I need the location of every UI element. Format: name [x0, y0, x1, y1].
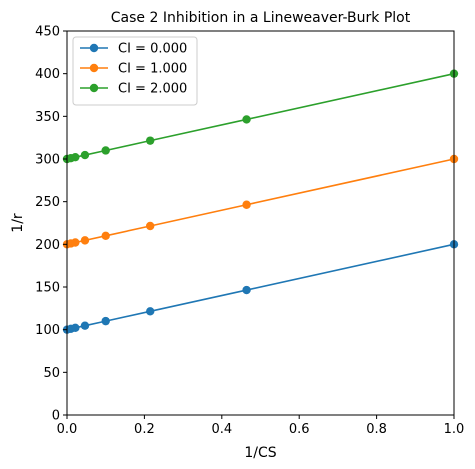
data-point [242, 200, 251, 209]
data-point [146, 221, 155, 231]
y-axis-ticks: 0 50 100 150 200 250 300 350 400 450 [35, 25, 67, 424]
y-tick-label: 350 [35, 110, 60, 125]
y-tick-label: 50 [43, 366, 60, 381]
data-point [101, 316, 110, 326]
data-point [101, 231, 110, 240]
legend: CI = 0.000 CI = 1.000 CI = 2.000 [72, 36, 198, 106]
x-tick-label: 1.0 [444, 422, 465, 437]
data-point [146, 307, 155, 316]
plot-frame [66, 30, 455, 416]
legend-entry: CI = 1.000 [80, 62, 187, 77]
legend-entry: CI = 2.000 [80, 82, 187, 97]
x-tick-label: 0.2 [134, 422, 155, 437]
y-tick-label: 100 [35, 323, 60, 338]
data-point [71, 323, 80, 333]
data-point [80, 236, 90, 245]
legend-label: CI = 2.000 [118, 82, 187, 97]
y-axis-label: 1/r [10, 213, 26, 233]
x-tick-label: 0.4 [211, 422, 232, 437]
data-point [71, 238, 80, 247]
series-layer [62, 69, 459, 334]
y-tick-label: 450 [35, 25, 60, 40]
chart-title: Case 2 Inhibition in a Lineweaver-Burk P… [111, 10, 411, 26]
legend-marker [89, 43, 99, 53]
y-tick-label: 300 [35, 153, 60, 168]
data-point [80, 321, 90, 330]
data-point [242, 285, 251, 295]
x-tick-label: 0.0 [57, 422, 78, 437]
legend-label: CI = 1.000 [118, 62, 187, 77]
y-tick-label: 250 [35, 195, 60, 210]
y-tick-label: 150 [35, 281, 60, 296]
data-point [71, 152, 80, 162]
series-0 [62, 240, 459, 334]
x-tick-label: 0.8 [366, 422, 387, 437]
x-axis-ticks: 0.0 0.2 0.4 0.6 0.8 1.0 [57, 415, 465, 437]
x-axis-label: 1/CS [244, 445, 276, 461]
y-tick-label: 400 [35, 67, 60, 82]
legend-entry: CI = 0.000 [80, 42, 187, 57]
x-tick-label: 0.6 [289, 422, 310, 437]
legend-marker [89, 63, 99, 73]
legend-marker [89, 83, 99, 93]
data-point [242, 115, 251, 124]
data-point [80, 150, 90, 160]
series-2 [62, 69, 459, 164]
legend-label: CI = 0.000 [118, 42, 187, 57]
data-point [146, 136, 155, 145]
data-point [101, 146, 110, 155]
y-tick-label: 0 [52, 409, 60, 424]
y-tick-label: 200 [35, 238, 60, 253]
series-1 [62, 154, 459, 249]
